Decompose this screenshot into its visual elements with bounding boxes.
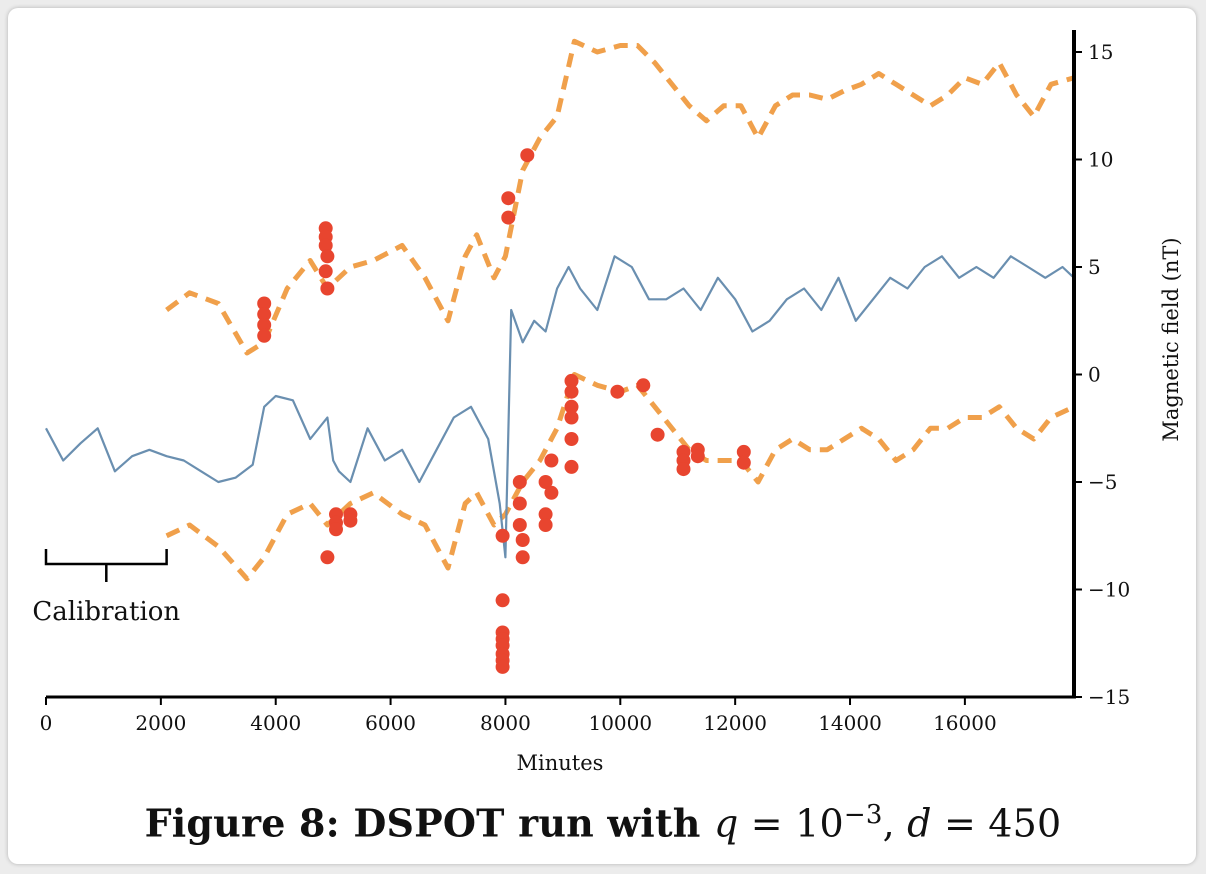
alarm-point <box>564 410 579 425</box>
figure-caption: Figure 8: DSPOT run with q = 10−3, d = 4… <box>0 800 1206 846</box>
alarm-point <box>257 296 272 311</box>
upper-threshold-path <box>165 38 1075 356</box>
upper-threshold-line <box>165 38 1075 356</box>
alarm-point <box>636 378 651 393</box>
y-tick-label: 15 <box>1088 40 1113 64</box>
alarm-point <box>495 528 510 543</box>
caption-d-equals: = 450 <box>931 801 1062 846</box>
x-tick-label: 12000 <box>703 711 767 735</box>
caption-q-variable: q <box>713 801 739 846</box>
alarm-point <box>343 513 358 528</box>
alarm-point <box>650 427 665 442</box>
alarm-point <box>538 507 553 522</box>
alarm-points <box>257 148 751 674</box>
alarm-point <box>257 307 272 322</box>
alarm-point <box>544 453 559 468</box>
alarm-point <box>564 373 579 388</box>
alarm-point <box>676 462 691 477</box>
alarm-point <box>501 210 516 225</box>
alarm-point <box>512 518 527 532</box>
alarm-point <box>495 659 510 674</box>
alarm-point <box>320 249 335 264</box>
y-axis-label: Magnetic field (nT) <box>1159 237 1183 441</box>
caption-d-variable: d <box>907 801 932 846</box>
y-tick-label: 5 <box>1088 255 1101 279</box>
x-tick-label: 16000 <box>933 711 997 735</box>
calibration-label: Calibration <box>32 597 180 627</box>
caption-comma: , <box>882 801 908 846</box>
calibration-annotation: Calibration <box>32 549 180 627</box>
alarm-point <box>501 191 516 206</box>
alarm-point <box>318 238 333 253</box>
alarm-point <box>512 496 527 511</box>
alarm-point <box>610 384 625 399</box>
alarm-point <box>564 459 579 474</box>
x-tick-label: 4000 <box>250 711 301 735</box>
caption-prefix: Figure 8: DSPOT run with <box>144 800 714 846</box>
y-tick-label: −5 <box>1088 470 1117 494</box>
calibration-bracket <box>44 549 168 582</box>
x-tick-label: 10000 <box>588 711 652 735</box>
alarm-point <box>564 432 579 446</box>
alarm-point <box>257 318 272 332</box>
lower-threshold-path <box>165 372 1076 582</box>
alarm-point <box>495 593 510 608</box>
alarm-point <box>520 148 535 163</box>
figure-card <box>8 8 1196 864</box>
y-tick-label: −15 <box>1088 685 1130 709</box>
x-axis-label: Minutes <box>517 751 604 775</box>
alarm-point <box>329 522 343 537</box>
dspot-chart: Calibration 0 2000 4000 6000 8000 10000 12000 1… <box>32 30 1183 775</box>
caption-q-equals: = 10 <box>738 801 844 846</box>
y-tick-label: 0 <box>1088 363 1101 387</box>
alarm-point <box>690 449 705 464</box>
axes: 0 2000 4000 6000 8000 10000 12000 14000 16000 −15… <box>40 30 1130 735</box>
alarm-point <box>538 475 553 489</box>
x-tick-label: 0 <box>40 711 53 735</box>
alarm-point <box>320 281 335 296</box>
x-tick-label: 8000 <box>480 711 531 735</box>
x-tick-label: 14000 <box>818 711 882 735</box>
y-tick-label: −10 <box>1088 578 1130 602</box>
alarm-point <box>564 384 579 399</box>
alarm-point <box>515 533 530 547</box>
alarm-point <box>320 550 335 565</box>
alarm-point <box>257 328 272 343</box>
x-tick-label: 6000 <box>365 711 416 735</box>
signal-line <box>45 255 1075 559</box>
alarm-point <box>544 485 559 500</box>
alarm-point <box>538 518 553 532</box>
x-tick-label: 2000 <box>135 711 186 735</box>
y-tick-label: 10 <box>1088 148 1113 172</box>
alarm-point <box>318 264 333 279</box>
alarm-point <box>736 444 751 459</box>
alarm-point <box>512 475 527 489</box>
signal-path <box>45 255 1075 559</box>
alarm-point <box>564 399 579 414</box>
alarm-point <box>515 550 530 565</box>
caption-q-exponent: −3 <box>843 800 883 830</box>
alarm-point <box>736 455 751 470</box>
lower-threshold-line <box>165 372 1076 582</box>
